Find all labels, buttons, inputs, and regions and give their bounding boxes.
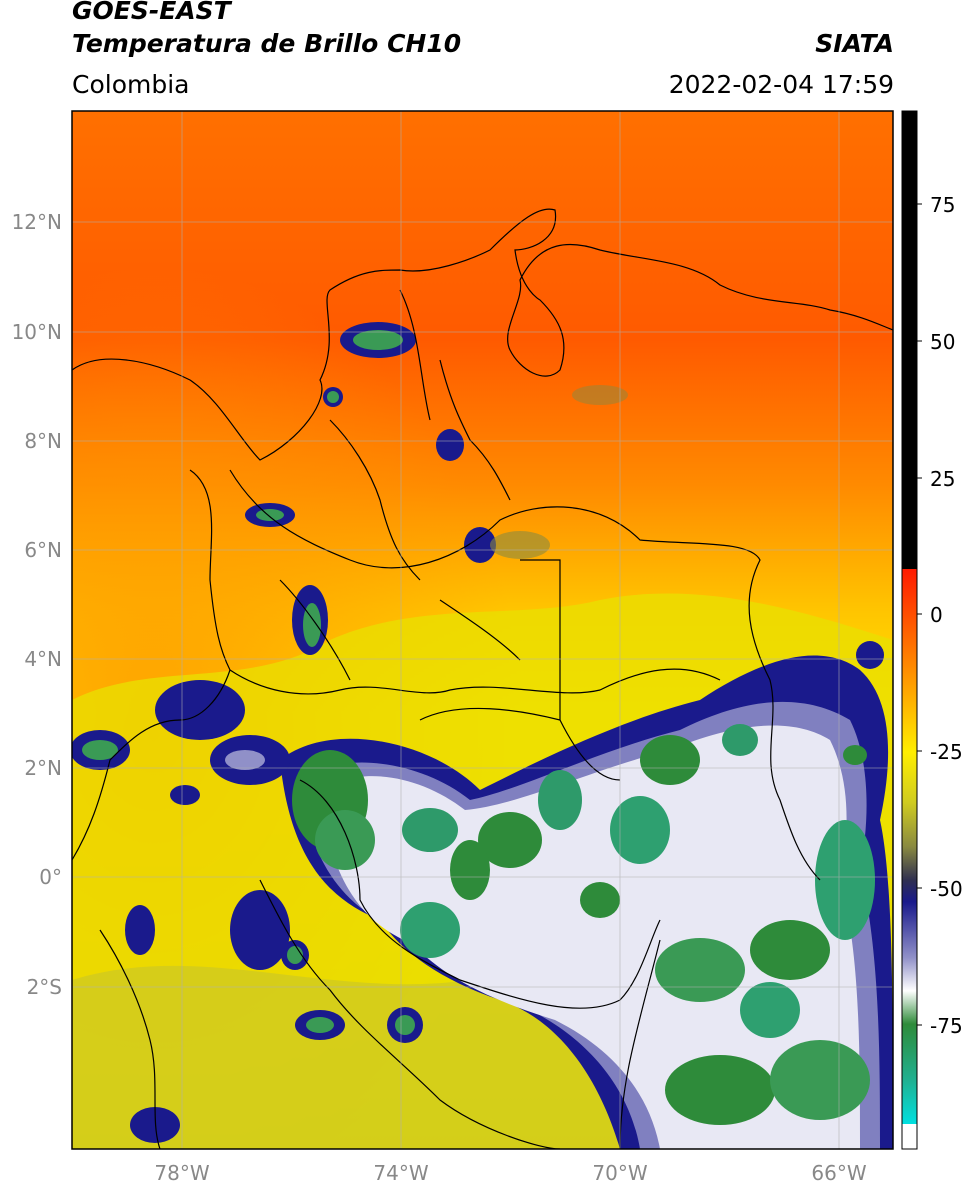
graticule [72,111,893,1149]
lat-tick-label: 6°N [24,538,62,562]
lat-tick-label: 4°N [24,647,62,671]
lat-tick-label: 8°N [24,429,62,453]
colorbar-min-segment [902,1124,917,1149]
lon-tick-label: 78°W [154,1161,209,1185]
lat-tick-label: 10°N [12,320,62,344]
title-line-2: Temperatura de Brillo CH10 [72,29,462,58]
cloud-systems [280,655,893,1149]
colorbar-tick-label: -75 [930,1014,963,1038]
lat-tick-label: 12°N [12,210,62,234]
colorbar-tick-label: 0 [930,603,943,627]
colorbar-tick-label: 25 [930,467,955,491]
colorbar-frame [901,110,918,1150]
lat-tick-label: 2°N [24,756,62,780]
brightness-temperature-field [72,111,893,1149]
lon-tick-label: 70°W [592,1161,647,1185]
colorbar-tick-label: 50 [930,330,955,354]
lat-tick-labels: 12°N 10°N 8°N 6°N 4°N 2°N 0° 2°S [12,210,62,999]
lon-tick-label: 66°W [811,1161,866,1185]
colorbar-tick-label: 75 [930,193,955,217]
title-line-1: GOES-EAST [72,0,231,25]
colorbar-tick-label: -25 [930,740,963,764]
region-label: Colombia [72,70,190,99]
colorbar: 75 50 25 0 -25 -50 -75 [901,110,963,1150]
brand-label: SIATA [815,29,894,58]
coastlines-borders [72,208,893,1149]
timestamp-label: 2022-02-04 17:59 [668,70,894,99]
colorbar-tick-label: -50 [930,877,963,901]
map-frame [71,110,894,1150]
colorbar-warm-segment [902,111,917,569]
lon-tick-labels: 78°W 74°W 70°W 66°W [154,1161,866,1185]
lat-tick-label: 2°S [27,975,62,999]
western-storms [72,322,884,1143]
colorbar-gradient [902,569,917,1124]
lat-tick-label: 0° [39,865,62,889]
lon-tick-label: 74°W [373,1161,428,1185]
